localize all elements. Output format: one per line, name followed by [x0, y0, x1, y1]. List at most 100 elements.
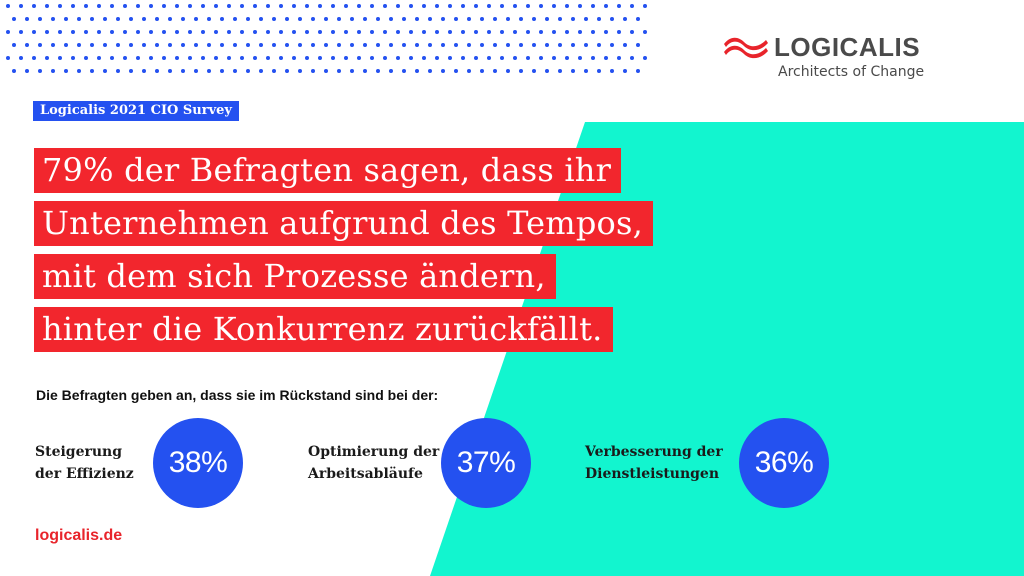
decorative-dot	[461, 56, 465, 60]
decorative-dot	[175, 56, 179, 60]
decorative-dot	[435, 4, 439, 8]
decorative-dot	[578, 4, 582, 8]
decorative-dot	[415, 43, 419, 47]
decorative-dot	[565, 56, 569, 60]
decorative-dot	[571, 69, 575, 73]
decorative-dot	[90, 17, 94, 21]
decorative-dot	[597, 69, 601, 73]
decorative-dot	[480, 43, 484, 47]
decorative-dot	[97, 4, 101, 8]
logicalis-wave-icon	[724, 37, 768, 59]
decorative-dot	[162, 4, 166, 8]
decorative-dot	[227, 56, 231, 60]
decorative-dot	[324, 43, 328, 47]
decorative-dot	[19, 30, 23, 34]
decorative-dot	[623, 69, 627, 73]
decorative-dot	[103, 69, 107, 73]
decorative-dot	[305, 30, 309, 34]
decorative-dot	[545, 43, 549, 47]
decorative-dot	[454, 43, 458, 47]
decorative-dot	[396, 4, 400, 8]
decorative-dot	[155, 17, 159, 21]
decorative-dot	[38, 17, 42, 21]
decorative-dot	[350, 17, 354, 21]
decorative-dot	[155, 43, 159, 47]
decorative-dot	[643, 30, 647, 34]
decorative-dot	[201, 30, 205, 34]
decorative-dot	[389, 17, 393, 21]
decorative-dot	[441, 69, 445, 73]
decorative-dot	[461, 4, 465, 8]
decorative-dot	[402, 17, 406, 21]
decorative-dot	[370, 30, 374, 34]
decorative-dot	[181, 69, 185, 73]
decorative-dot	[337, 43, 341, 47]
logicalis-logo[interactable]: LOGICALIS Architects of Change	[722, 30, 962, 82]
decorative-dot	[474, 56, 478, 60]
decorative-dot	[214, 30, 218, 34]
decorative-dot	[116, 69, 120, 73]
decorative-dot	[71, 56, 75, 60]
decorative-dot	[370, 56, 374, 60]
decorative-dot	[402, 43, 406, 47]
headline-line-1: 79% der Befragten sagen, dass ihr	[34, 148, 622, 193]
decorative-dot	[285, 43, 289, 47]
decorative-dot	[435, 30, 439, 34]
decorative-dot	[279, 4, 283, 8]
decorative-dot	[584, 43, 588, 47]
decorative-dot	[318, 30, 322, 34]
decorative-dot	[6, 30, 10, 34]
decorative-dot	[162, 56, 166, 60]
decorative-dot	[214, 4, 218, 8]
decorative-dot	[422, 30, 426, 34]
decorative-dot	[272, 17, 276, 21]
decorative-dot	[64, 69, 68, 73]
decorative-dot	[610, 69, 614, 73]
decorative-dot	[84, 56, 88, 60]
decorative-dot	[298, 69, 302, 73]
decorative-dot	[467, 17, 471, 21]
decorative-dot	[311, 17, 315, 21]
decorative-dot	[175, 30, 179, 34]
decorative-dot-grid	[6, 4, 647, 73]
decorative-dot	[84, 4, 88, 8]
decorative-dot	[64, 43, 68, 47]
decorative-dot	[519, 17, 523, 21]
decorative-dot	[467, 69, 471, 73]
decorative-dot	[266, 30, 270, 34]
decorative-dot	[357, 4, 361, 8]
decorative-dot	[409, 56, 413, 60]
decorative-dot	[181, 43, 185, 47]
decorative-dot	[168, 43, 172, 47]
stat-label-workflows: Optimierung der Arbeitsabläufe	[308, 444, 440, 482]
decorative-dot	[110, 4, 114, 8]
decorative-dot	[136, 4, 140, 8]
decorative-dot	[188, 4, 192, 8]
brand-tagline: Architects of Change	[778, 64, 925, 80]
decorative-dot	[441, 17, 445, 21]
stat-label-services: Verbesserung der Dienstleistungen	[585, 444, 723, 482]
decorative-dot	[623, 43, 627, 47]
decorative-dot	[467, 43, 471, 47]
website-link[interactable]: logicalis.de	[35, 527, 123, 544]
decorative-dot	[233, 43, 237, 47]
decorative-dot	[506, 69, 510, 73]
decorative-dot	[97, 30, 101, 34]
decorative-dot	[142, 43, 146, 47]
decorative-dot	[402, 69, 406, 73]
decorative-dot	[136, 56, 140, 60]
decorative-dot	[610, 17, 614, 21]
decorative-dot	[448, 4, 452, 8]
decorative-dot	[578, 30, 582, 34]
decorative-dot	[259, 17, 263, 21]
decorative-dot	[350, 43, 354, 47]
decorative-dot	[116, 17, 120, 21]
decorative-dot	[376, 17, 380, 21]
decorative-dot	[25, 69, 29, 73]
decorative-dot	[584, 17, 588, 21]
decorative-dot	[45, 4, 49, 8]
decorative-dot	[129, 43, 133, 47]
headline-line-3: mit dem sich Prozesse ändern,	[34, 254, 556, 299]
decorative-dot	[168, 17, 172, 21]
